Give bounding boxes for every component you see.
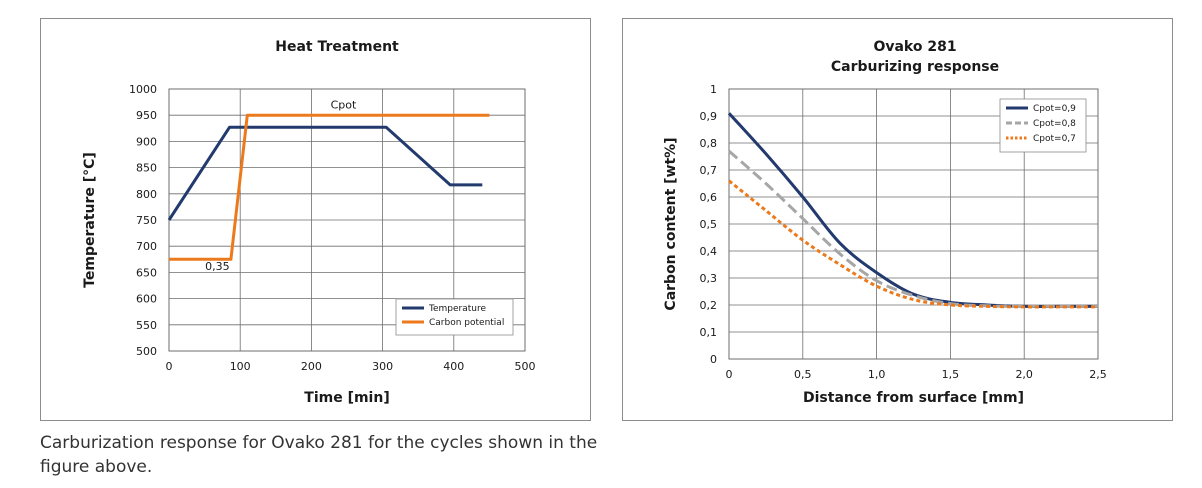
series-line-cpot-0-8 (728, 149, 1098, 308)
x-tick-label: 2,5 (1089, 368, 1107, 381)
x-tick-label: 500 (515, 360, 536, 373)
y-tick-label: 0,9 (700, 110, 718, 123)
chart-title: Heat Treatment (275, 39, 399, 55)
y-tick-label: 0,2 (700, 299, 718, 312)
chart-title: Ovako 281 (873, 39, 956, 55)
y-tick-label: 0,7 (700, 164, 718, 177)
y-tick-label: 0,3 (700, 272, 718, 285)
y-tick-label: 0 (710, 353, 717, 366)
x-tick-label: 300 (372, 360, 393, 373)
annotation-label: Cpot (331, 98, 357, 111)
carburizing-response-chart: 0 0,1 0,2 0,3 0,4 0,5 0,6 0,7 0,8 0,9 1 0 0,5 1,0 1,5 2… (663, 39, 1107, 406)
x-tick-label: 2,0 (1015, 368, 1032, 381)
y-tick-label: 800 (136, 188, 157, 201)
y-tick-label: 850 (136, 162, 157, 175)
y-tick-label: 550 (136, 319, 157, 332)
x-tick-label: 1,5 (942, 368, 960, 381)
chart-title: Carburizing response (831, 59, 999, 75)
y-tick-label: 0,6 (700, 191, 718, 204)
series-line-carbon-potential (169, 113, 490, 261)
series-line-temperature (167, 125, 483, 221)
x-tick-label: 200 (301, 360, 322, 373)
annotation-label: 0,35 (205, 260, 230, 273)
legend-label: Cpot=0,9 (1033, 104, 1076, 114)
carburizing-response-chart-panel: 0 0,1 0,2 0,3 0,4 0,5 0,6 0,7 0,8 0,9 1 0 0,5 1,0 1,5 2… (622, 18, 1173, 421)
heat-treatment-chart-panel: 500 550 600 650 700 750 800 850 900 950 1000 0 100 20… (40, 18, 591, 421)
legend-label: Temperature (428, 304, 486, 314)
x-tick-label: 1,0 (868, 368, 886, 381)
x-tick-label: 400 (443, 360, 464, 373)
y-tick-label: 0,8 (700, 137, 718, 150)
legend-label: Cpot=0,8 (1033, 119, 1076, 129)
x-tick-label: 0 (166, 360, 173, 373)
figure-caption: Carburization response for Ovako 281 for… (40, 433, 598, 477)
legend-label: Carbon potential (429, 318, 504, 328)
y-tick-label: 500 (136, 345, 157, 358)
y-tick-label: 1000 (129, 83, 157, 96)
legend-box (395, 298, 514, 336)
y-axis-label: Temperature [°C] (82, 152, 98, 288)
y-tick-label: 650 (136, 266, 157, 279)
legend-label: Cpot=0,7 (1033, 134, 1076, 144)
y-tick-label: 900 (136, 135, 157, 148)
x-tick-label: 100 (230, 360, 251, 373)
y-tick-label: 600 (136, 293, 157, 306)
x-axis-label: Distance from surface [mm] (803, 390, 1024, 406)
y-tick-label: 0,5 (700, 218, 718, 231)
x-tick-label: 0 (726, 368, 733, 381)
y-tick-label: 1 (710, 83, 717, 96)
y-tick-label: 0,4 (700, 245, 718, 258)
y-tick-label: 700 (136, 240, 157, 253)
x-tick-label: 0,5 (794, 368, 812, 381)
y-tick-label: 950 (136, 109, 157, 122)
x-axis-label: Time [min] (304, 390, 389, 406)
heat-treatment-chart: 500 550 600 650 700 750 800 850 900 950 1000 0 100 20… (82, 39, 536, 406)
y-tick-label: 750 (136, 214, 157, 227)
y-axis-label: Carbon content [wt%] (663, 137, 679, 310)
y-tick-label: 0,1 (700, 326, 718, 339)
